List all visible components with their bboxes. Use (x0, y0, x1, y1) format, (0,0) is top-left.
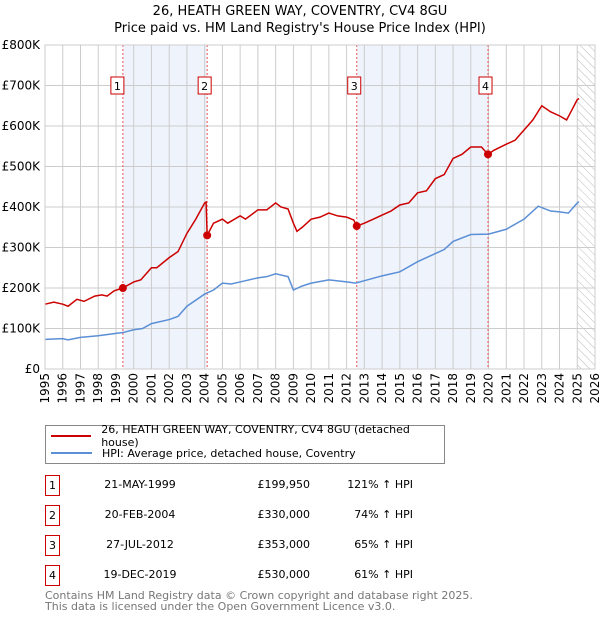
x-tick-label: 2008 (269, 373, 283, 404)
legend: 26, HEATH GREEN WAY, COVENTRY, CV4 8GU (… (45, 423, 445, 464)
sale-number-badge: 4 (45, 565, 60, 586)
sale-price: £199,950 (257, 478, 311, 491)
x-tick-label: 1996 (56, 373, 70, 404)
sale-label-number: 2 (201, 80, 208, 93)
x-tick-label: 1999 (109, 373, 123, 404)
x-tick-label: 1998 (91, 373, 105, 404)
x-tick-label: 2000 (127, 373, 141, 404)
x-tick-label: 2003 (180, 373, 194, 404)
sale-label-number: 3 (351, 80, 358, 93)
x-tick-label: 2011 (322, 373, 336, 404)
sale-point (203, 231, 212, 240)
sale-row: 3 27-JUL-2012 £353,000 65% ↑ HPI (45, 535, 445, 556)
x-tick-label: 2010 (304, 373, 318, 404)
x-tick-label: 1997 (73, 373, 87, 404)
chart-subtitle: Price paid vs. HM Land Registry's House … (114, 21, 486, 36)
sale-point (484, 150, 493, 159)
sale-label-box (347, 76, 362, 95)
y-tick-label: £100K (2, 322, 42, 336)
sale-hpi-change: 65% ↑ HPI (354, 538, 413, 551)
x-tick-label: 2015 (393, 373, 407, 404)
x-tick-label: 2021 (499, 373, 513, 404)
sale-label-box (110, 76, 125, 95)
sale-number-badge: 2 (45, 505, 60, 526)
sale-price: £353,000 (257, 538, 311, 551)
y-tick-label: £800K (2, 38, 42, 52)
sale-number-badge: 1 (45, 475, 60, 496)
x-tick-label: 2023 (535, 373, 549, 404)
legend-swatch-red (51, 435, 92, 437)
x-tick-label: 2004 (198, 373, 212, 404)
y-tick-label: £200K (2, 281, 42, 295)
sale-row: 1 21-MAY-1999 £199,950 121% ↑ HPI (45, 475, 445, 496)
sale-date: 21-MAY-1999 (104, 478, 176, 491)
legend-label: 26, HEATH GREEN WAY, COVENTRY, CV4 8GU (… (101, 423, 410, 449)
y-tick-label: £700K (2, 79, 42, 93)
price-chart: £0 £100K £200K £300K £400K £500K £600K £700K £80… (2, 38, 600, 404)
footer-line-1: Contains HM Land Registry data © Crown c… (45, 589, 473, 602)
x-tick-label: 2024 (553, 373, 567, 404)
x-tick-label: 1995 (38, 373, 52, 404)
x-tick-label: 2017 (428, 373, 442, 404)
sale-label-number: 1 (114, 80, 121, 93)
x-tick-label: 2002 (162, 373, 176, 404)
legend-item-property: 26, HEATH GREEN WAY, COVENTRY, CV4 8GU (… (46, 423, 444, 449)
y-tick-label: £0 (25, 362, 40, 376)
x-tick-label: 2001 (144, 373, 158, 404)
sale-point (118, 284, 127, 293)
y-tick-label: £400K (2, 200, 42, 214)
sale-date: 27-JUL-2012 (106, 538, 174, 551)
x-tick-label: 2016 (411, 373, 425, 404)
sale-row: 2 20-FEB-2004 £330,000 74% ↑ HPI (45, 505, 445, 526)
x-tick-label: 2012 (340, 373, 354, 404)
y-tick-label: £600K (2, 119, 42, 133)
x-tick-label: 2007 (251, 373, 265, 404)
x-tick-label: 2018 (446, 373, 460, 404)
sale-hpi-change: 61% ↑ HPI (354, 568, 413, 581)
legend-item-hpi: HPI: Average price, detached house, Cove… (46, 445, 356, 461)
chart-title: 26, HEATH GREEN WAY, COVENTRY, CV4 8GU (152, 4, 448, 19)
x-tick-label: 2019 (464, 373, 478, 404)
hpi-line (44, 201, 580, 341)
y-tick-label: £300K (2, 241, 42, 255)
x-tick-label: 2005 (215, 373, 229, 404)
footer: Contains HM Land Registry data © Crown c… (45, 590, 473, 612)
sale-price: £330,000 (257, 508, 311, 521)
legend-label: HPI: Average price, detached house, Cove… (102, 446, 356, 460)
x-tick-label: 2020 (482, 373, 496, 404)
property-price-line (44, 97, 580, 308)
sale-hpi-change: 121% ↑ HPI (347, 478, 413, 491)
sale-row: 4 19-DEC-2019 £530,000 61% ↑ HPI (45, 565, 445, 586)
sale-hpi-change: 74% ↑ HPI (354, 508, 413, 521)
sale-date: 20-FEB-2004 (104, 508, 176, 521)
x-tick-label: 2022 (517, 373, 531, 404)
x-tick-label: 2009 (286, 373, 300, 404)
x-tick-label: 2006 (233, 373, 247, 404)
sale-label-box (478, 76, 493, 95)
x-tick-label: 2026 (588, 373, 600, 404)
sale-date: 19-DEC-2019 (103, 568, 177, 581)
x-tick-label: 2025 (570, 373, 584, 404)
y-tick-label: £500K (2, 160, 42, 174)
sale-point (352, 222, 361, 231)
x-tick-label: 2013 (357, 373, 371, 404)
plot-border (44, 44, 596, 370)
sale-label-box (197, 76, 212, 95)
footer-line-2: This data is licensed under the Open Gov… (45, 600, 396, 613)
sale-label-number: 4 (482, 80, 489, 93)
sale-number-badge: 3 (45, 535, 60, 556)
legend-swatch-blue (51, 452, 92, 454)
x-tick-label: 2014 (375, 373, 389, 404)
sale-price: £530,000 (257, 568, 311, 581)
